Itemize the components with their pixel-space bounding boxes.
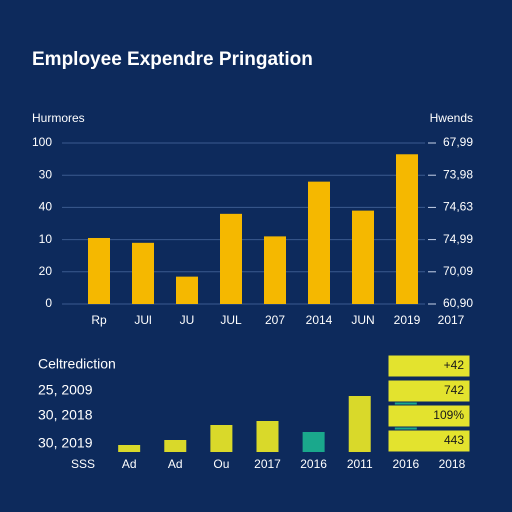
y-tick-label: 0 [45, 296, 52, 310]
row-label: 30, 2019 [38, 435, 93, 451]
x-tick-label: 2014 [306, 313, 333, 327]
row-label: 30, 2018 [38, 407, 93, 423]
bar [132, 242, 154, 304]
y2-tick-label: 74,63 [443, 200, 473, 214]
x-tick-label: 2016 [300, 457, 327, 471]
bar [256, 421, 279, 452]
annotation-text: +42 [444, 358, 465, 372]
x-tick-label: Ad [168, 457, 183, 471]
annotation-box [387, 404, 471, 428]
bar [210, 425, 233, 452]
bar [348, 396, 371, 452]
annotation-box [387, 429, 471, 453]
x-tick-label: Ou [213, 457, 229, 471]
x-tick-label: 2017 [438, 313, 465, 327]
bar [308, 181, 330, 304]
chart-title: Employee Expendre Pringation [32, 49, 313, 70]
x-tick-label: 2017 [254, 457, 281, 471]
y2-axis-label: Hwends [430, 111, 473, 125]
y-tick-label: 40 [39, 200, 53, 214]
bar [164, 440, 187, 452]
x-tick-label: JU [180, 313, 195, 327]
x-tick-label: 2019 [394, 313, 421, 327]
bar [302, 432, 325, 452]
y2-tick-label: 74,99 [443, 232, 473, 246]
x-tick-label: 207 [265, 313, 285, 327]
y2-tick-label: 73,98 [443, 167, 473, 181]
x-tick-label: 2018 [439, 457, 466, 471]
bar [176, 276, 198, 304]
annotation-box [387, 354, 471, 378]
y2-tick-label: 70,09 [443, 264, 473, 278]
x-tick-label: 2016 [392, 457, 419, 471]
bar [264, 236, 286, 304]
y2-tick-label: 60,90 [443, 296, 473, 310]
bar [396, 154, 418, 304]
chart-title: Celtrediction [38, 356, 116, 372]
y2-tick-label: 67,99 [443, 135, 473, 149]
y-tick-label: 20 [39, 264, 53, 278]
bar [352, 210, 374, 304]
x-tick-label: JUl [134, 313, 151, 327]
x-tick-label: 2011 [347, 457, 373, 471]
x-tick-label: Rp [91, 313, 107, 327]
y-tick-label: 30 [39, 167, 53, 181]
annotation-text: 443 [444, 433, 464, 447]
x-tick-label: JUL [220, 313, 242, 327]
annotation-box [387, 379, 471, 403]
x-tick-label: Ad [122, 457, 137, 471]
x-tick-label: SSS [71, 457, 95, 471]
x-tick-label: JUN [351, 313, 374, 327]
bar [88, 237, 110, 304]
annotation-text: 109% [433, 408, 464, 422]
annotation-text: 742 [444, 383, 464, 397]
row-label: 25, 2009 [38, 382, 93, 398]
y-tick-label: 100 [32, 135, 52, 149]
y-axis-label: Hurmores [32, 111, 85, 125]
y-tick-label: 10 [39, 232, 53, 246]
bar [118, 445, 141, 452]
bar [220, 213, 242, 304]
